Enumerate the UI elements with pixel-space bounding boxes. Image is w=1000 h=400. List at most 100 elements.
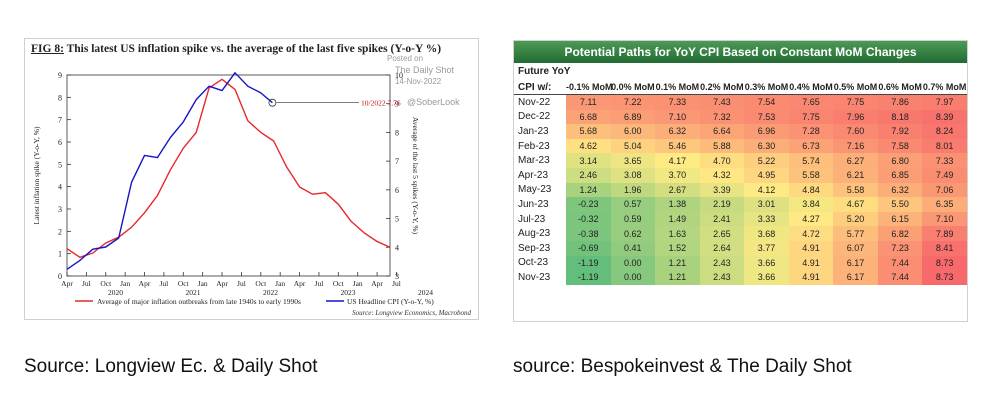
- left-caption: Source: Longview Ec. & Daily Shot: [24, 356, 318, 377]
- left-y-tick-label: 5: [58, 160, 62, 169]
- table-cell: 8.73: [922, 255, 967, 271]
- left-y-tick-label: 1: [58, 250, 62, 259]
- table-cell: 6.17: [833, 255, 878, 271]
- row-month: Oct-23: [514, 255, 566, 271]
- table-cell: 7.16: [833, 138, 878, 154]
- table-cell: 6.89: [610, 109, 656, 125]
- x-tick-label: Jul: [82, 279, 91, 288]
- table-row: Jun-23 -0.23 0.57 1.38 2.19 3.01 3.84 4.67 5.50 6…: [514, 197, 967, 212]
- table-cell: 2.43: [699, 270, 745, 285]
- table-cell: 5.22: [744, 153, 789, 168]
- x-tick-label: Jan: [353, 279, 363, 288]
- table-cell: 5.04: [610, 138, 656, 154]
- table-cell: 7.10: [922, 211, 967, 227]
- table-cell: 0.41: [610, 240, 656, 256]
- inflation-line-chart: 0 1 2 3 4 5 6 7 8 9 3 4 5 6 7 8 9 10 Apr Jul Oct Jan Apr Jul Oct…: [32, 71, 471, 317]
- x-tick-label: Oct: [100, 279, 112, 288]
- table-cell: 3.70: [655, 167, 700, 183]
- table-cell: 7.54: [744, 94, 789, 110]
- table-cell: 2.67: [655, 182, 700, 198]
- row-month: May-23: [514, 182, 566, 198]
- table-cell: 7.58: [877, 138, 923, 154]
- left-y-tick-label: 3: [58, 205, 62, 214]
- table-cell: 5.50: [877, 197, 923, 212]
- table-cell: 3.14: [566, 153, 611, 168]
- x-year-label: 2023: [341, 288, 356, 297]
- table-cell: 3.33: [744, 211, 789, 227]
- table-cell: 7.86: [877, 94, 923, 110]
- table-cell: 7.32: [699, 109, 745, 125]
- table-cell: 1.21: [655, 270, 700, 285]
- source-note: Source: Longview Economics, Macrobond: [352, 309, 471, 317]
- table-cell: -0.23: [566, 197, 611, 212]
- table-cell: 6.85: [877, 167, 923, 183]
- table-cell: 5.77: [833, 226, 878, 241]
- right-y-tick-label: 10: [395, 71, 403, 80]
- table-cell: 4.62: [566, 138, 611, 154]
- table-cell: 6.07: [833, 240, 878, 256]
- right-y-tick-label: 6: [395, 186, 399, 195]
- x-tick-label: Oct: [255, 279, 267, 288]
- x-tick-label: Jan: [198, 279, 208, 288]
- table-cell: 2.46: [566, 167, 611, 183]
- row-month: Jul-23: [514, 211, 566, 227]
- table-cell: 7.96: [833, 109, 878, 125]
- table-cell: 4.91: [788, 270, 834, 285]
- cpi-paths-table: CPI w/: -0.1% MoM 0.0% MoM 0.1% MoM 0.2% MoM…: [514, 80, 967, 285]
- table-cell: 4.70: [699, 153, 745, 168]
- table-cell: 6.27: [833, 153, 878, 168]
- left-y-tick-label: 4: [58, 183, 62, 192]
- table-cell: 6.17: [833, 270, 878, 285]
- x-tick-label: Jul: [315, 279, 324, 288]
- table-cell: 6.82: [877, 226, 923, 241]
- table-cell: 0.59: [610, 211, 656, 227]
- table-cell: 3.77: [744, 240, 789, 256]
- column-header: 0.0% MoM: [610, 80, 656, 95]
- table-cell: 8.73: [922, 270, 967, 285]
- table-row: Dec-22 6.68 6.89 7.10 7.32 7.53 7.75 7.96 8.18 8.…: [514, 109, 967, 125]
- table-row: Nov-22 7.11 7.22 7.33 7.43 7.54 7.65 7.75 7.86 7.…: [514, 94, 967, 110]
- x-tick-label: Jul: [392, 279, 401, 288]
- table-cell: 3.65: [610, 153, 656, 168]
- table-cell: 6.64: [699, 124, 745, 139]
- table-cell: 5.88: [699, 138, 745, 154]
- table-cell: -0.38: [566, 226, 611, 241]
- column-header: 0.5% MoM: [833, 80, 878, 95]
- x-tick-label: Jul: [237, 279, 246, 288]
- series-line-historical-average: [66, 78, 391, 259]
- table-cell: 7.44: [877, 255, 923, 271]
- table-title: Potential Paths for YoY CPI Based on Con…: [514, 41, 967, 63]
- table-cell: 2.41: [699, 211, 745, 227]
- left-y-tick-label: 0: [58, 272, 62, 281]
- table-cell: 4.32: [699, 167, 745, 183]
- table-row: Nov-23 -1.19 0.00 1.21 2.43 3.66 4.91 6.17 7.44 8…: [514, 270, 967, 285]
- table-cell: 6.32: [877, 182, 923, 198]
- table-row: Aug-23 -0.38 0.62 1.63 2.65 3.68 4.72 5.77 6.82 7…: [514, 226, 967, 241]
- right-y-tick-label: 4: [395, 243, 399, 252]
- legend-label-us-headline-cpi: US Headline CPI (Y-o-Y, %): [347, 297, 434, 306]
- table-cell: 7.33: [655, 94, 700, 110]
- table-cell: 5.20: [833, 211, 878, 227]
- table-cell: 8.41: [922, 240, 967, 256]
- column-header: 0.2% MoM: [699, 80, 745, 95]
- x-year-label: 2022: [263, 288, 278, 297]
- x-year-label: 2020: [108, 288, 123, 297]
- table-header-line2: CPI w/:: [514, 80, 566, 95]
- table-cell: 7.92: [877, 124, 923, 139]
- column-header: 0.1% MoM: [655, 80, 700, 95]
- table-cell: 7.60: [833, 124, 878, 139]
- x-tick-label: Jan: [120, 279, 130, 288]
- table-cell: 3.39: [699, 182, 745, 198]
- table-cell: 2.43: [699, 255, 745, 271]
- table-cell: 4.91: [788, 240, 834, 256]
- table-cell: 1.52: [655, 240, 700, 256]
- column-header: 0.7% MoM: [922, 80, 967, 95]
- table-cell: 8.01: [922, 138, 967, 154]
- table-cell: 7.53: [744, 109, 789, 125]
- left-y-tick-label: 8: [58, 93, 62, 102]
- table-cell: 6.35: [922, 197, 967, 212]
- table-cell: 2.19: [699, 197, 745, 212]
- right-y-tick-label: 7: [395, 157, 399, 166]
- table-cell: 3.68: [744, 226, 789, 241]
- table-cell: 0.57: [610, 197, 656, 212]
